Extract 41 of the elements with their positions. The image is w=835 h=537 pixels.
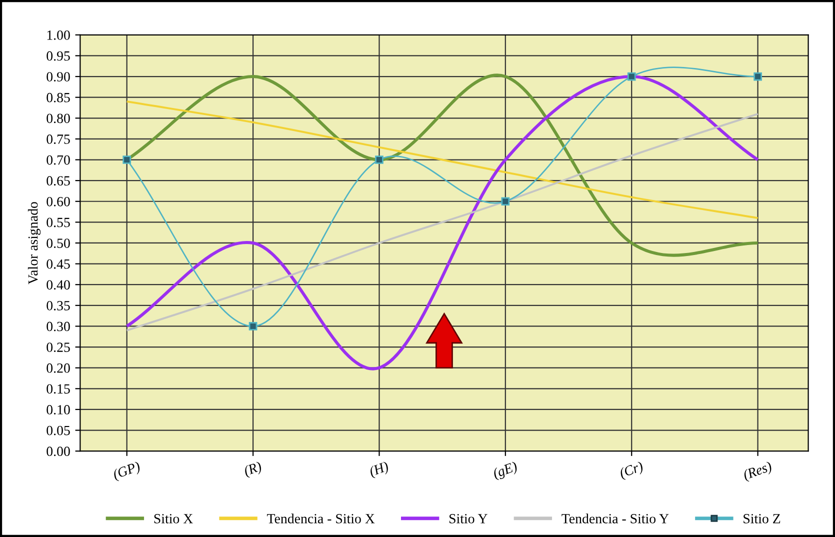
y-tick-label: 0.40 [46,280,70,290]
y-tick-label: 0.00 [46,446,70,456]
y-tick-label: 0.85 [46,92,70,102]
y-tick-label: 0.60 [46,196,70,206]
point [248,322,258,330]
y-tick-label: 0.25 [46,342,70,352]
y-tick-label: 1.00 [47,30,70,40]
y-tick-label: 0.90 [46,72,70,82]
y-tick-label: 0.05 [46,426,70,436]
y-axis-title: Valor asignado [28,202,41,284]
point [501,197,510,206]
legend-label: Sitio Z [744,514,780,524]
x-tick-label: (H) [368,460,390,480]
y-tick-label: 0.20 [46,363,70,373]
y-tick-label: 0.70 [46,155,70,165]
x-tick-label: (Cr) [618,460,645,481]
y-tick-label: 0.10 [46,405,70,414]
point [754,72,762,81]
line-series [126,100,759,219]
legend-label: Tendencia - Sitio X [267,514,375,524]
legend-label: Sitio Y [449,514,488,524]
y-tick-label: 0.55 [46,218,70,228]
y-tick-label: 0.50 [46,238,70,248]
x-tick-label: (Res) [742,460,774,482]
y-tick-label: 0.15 [46,384,70,394]
y-tick-label: 0.35 [46,301,70,310]
x-tick-label: (R) [243,460,264,479]
x-tick-label: (GP) [112,460,142,482]
point [375,156,384,164]
y-tick-label: 0.80 [46,114,70,124]
point [122,156,132,164]
legend-label: Tendencia - Sitio Y [562,514,669,524]
y-tick-label: 0.30 [46,322,70,332]
y-tick-label: 0.65 [46,176,70,186]
y-tick-label: 0.95 [46,51,70,61]
legend-label: Sitio X [154,514,193,524]
y-tick-label: 0.45 [46,259,70,269]
y-tick-label: 0.75 [46,134,70,144]
point [627,72,636,81]
line-series [126,113,759,332]
x-tick-label: (gE) [492,460,519,481]
